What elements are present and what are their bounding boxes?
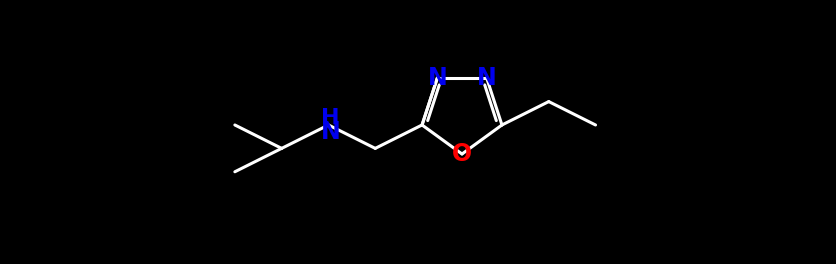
Text: O: O xyxy=(451,142,472,166)
Text: N: N xyxy=(320,120,340,144)
Text: N: N xyxy=(477,66,496,90)
Text: N: N xyxy=(427,66,446,90)
Text: H: H xyxy=(321,108,339,128)
